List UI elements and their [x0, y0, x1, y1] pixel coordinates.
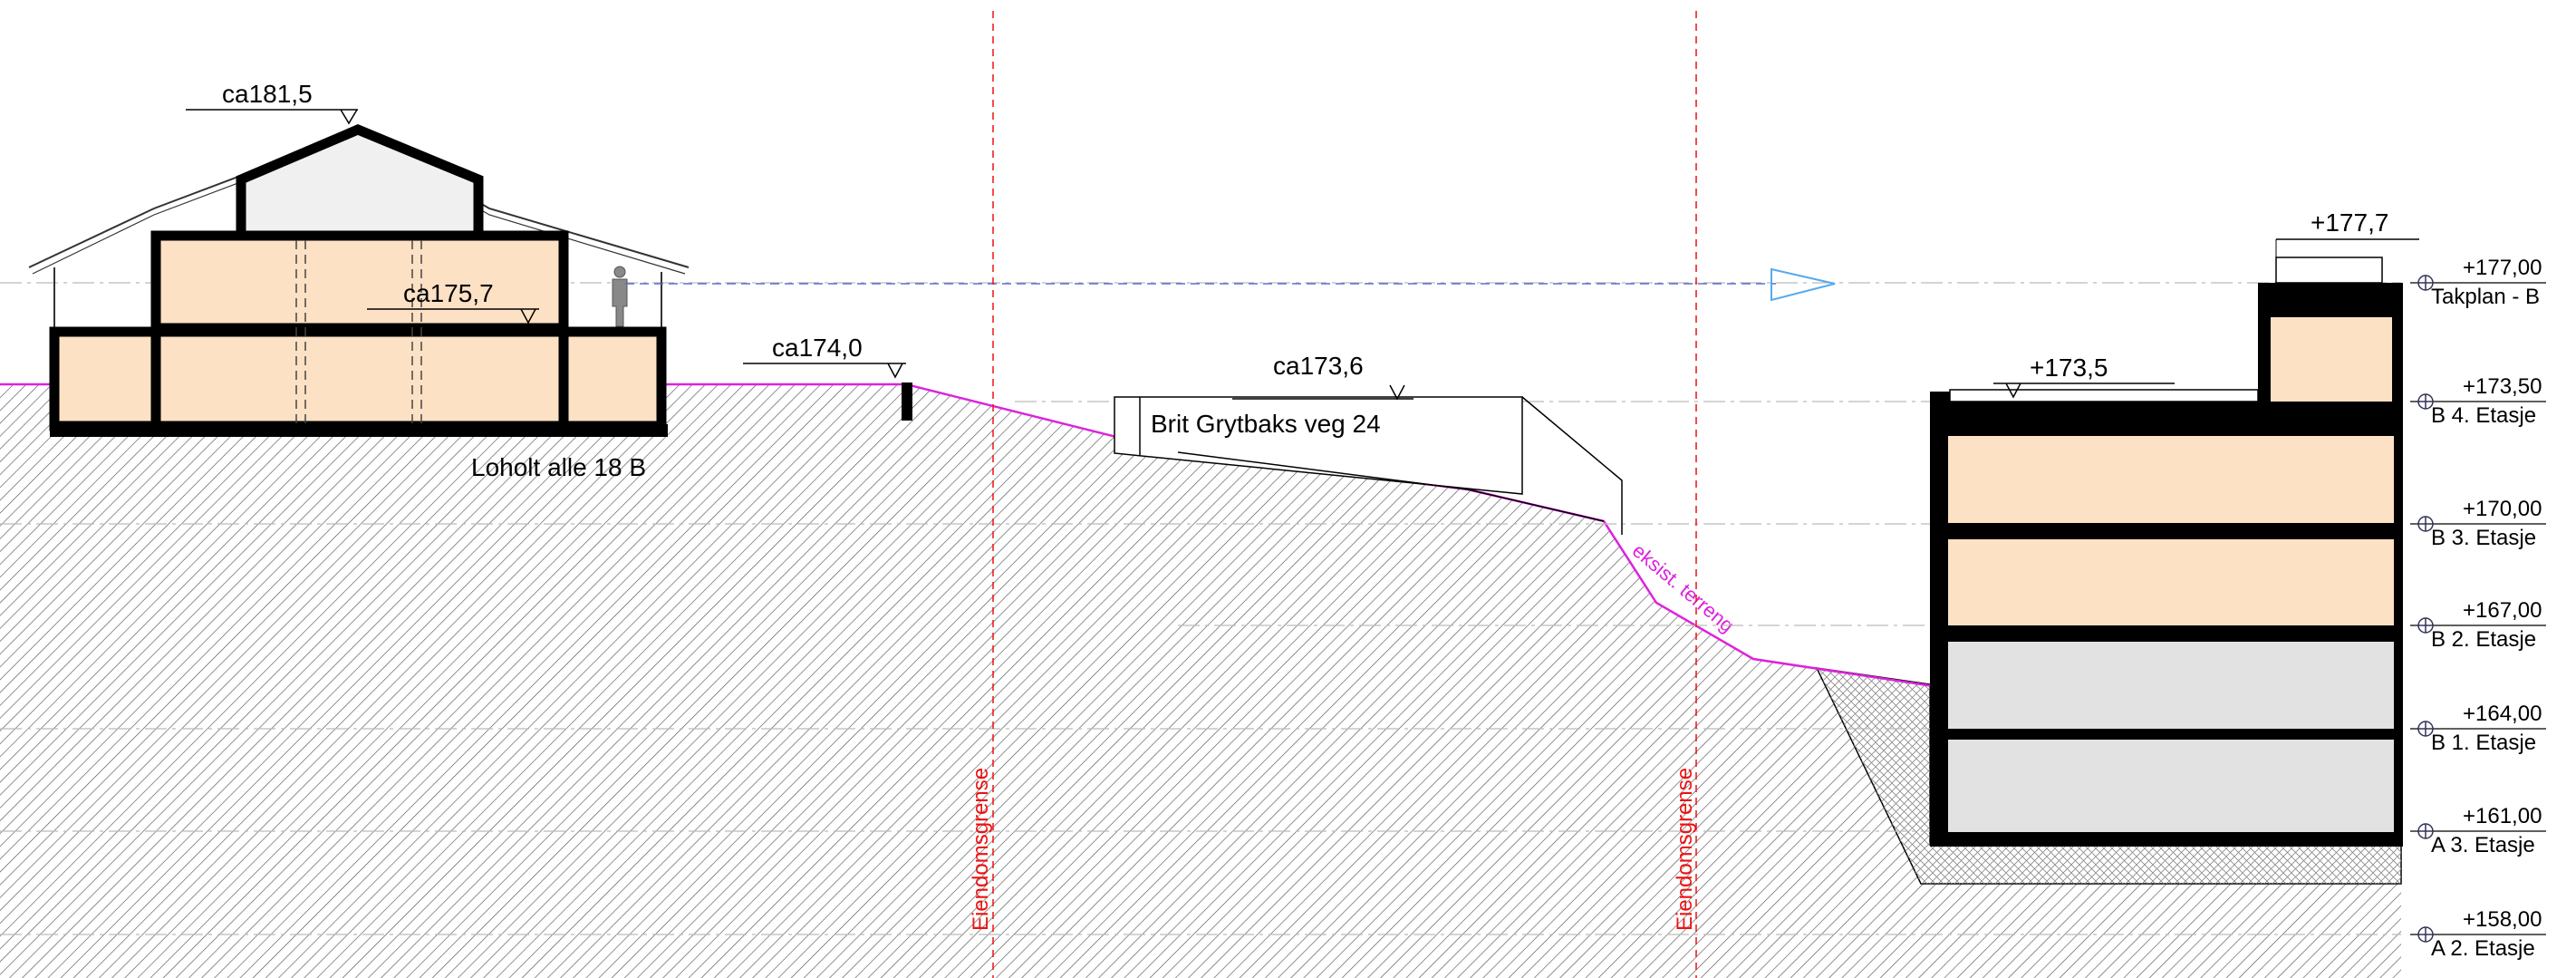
level-value: +161,00	[2463, 804, 2542, 828]
terrace-level-label: +173,5	[2030, 353, 2108, 382]
level-tags: +177,00 Takplan - B +173,50 B 4. Etasje …	[2410, 256, 2546, 961]
level-name: Takplan - B	[2431, 285, 2540, 309]
roofbox-level-label: +177,7	[2311, 208, 2388, 237]
level-value: +158,00	[2463, 907, 2542, 932]
building-name-brit: Brit Grytbaks veg 24	[1151, 410, 1381, 438]
level-name: B 4. Etasje	[2431, 403, 2536, 428]
level-name: B 1. Etasje	[2431, 731, 2536, 755]
ground-section	[0, 384, 2401, 978]
level-marker-floor: ca175,7	[367, 279, 539, 324]
level-name: A 2. Etasje	[2431, 936, 2535, 961]
floor-level-label: ca175,7	[403, 279, 494, 307]
level-tag: +173,50 B 4. Etasje	[2410, 374, 2546, 428]
level-value: +167,00	[2463, 598, 2542, 623]
backfill-hatch	[1817, 668, 2401, 884]
level-marker-terrace: +173,5	[1993, 353, 2175, 399]
level-tag: +170,00 B 3. Etasje	[2410, 497, 2546, 550]
building-name-loholt: Loholt alle 18 B	[471, 453, 646, 481]
level-marker-roofbox: +177,7	[2275, 208, 2419, 257]
building-b	[1930, 257, 2403, 847]
level-tag: +177,00 Takplan - B	[2410, 256, 2546, 309]
level-name: A 3. Etasje	[2431, 833, 2535, 857]
building-brit-grytbaks	[1114, 396, 1623, 535]
wall-level-label: ca174,0	[772, 334, 863, 362]
ridge-level-label: ca181,5	[222, 80, 313, 108]
level-value: +164,00	[2463, 702, 2542, 726]
middle-level-label: ca173,6	[1273, 352, 1364, 380]
property-lines	[992, 11, 1697, 978]
sightline-arrow	[1770, 267, 1836, 302]
level-name: B 2. Etasje	[2431, 627, 2536, 652]
person-figure	[612, 266, 628, 327]
level-name: B 3. Etasje	[2431, 526, 2536, 550]
level-tag: +167,00 B 2. Etasje	[2410, 598, 2546, 652]
level-tag: +161,00 A 3. Etasje	[2410, 804, 2546, 857]
level-tag: +158,00 A 2. Etasje	[2410, 907, 2546, 961]
level-tag: +164,00 B 1. Etasje	[2410, 702, 2546, 755]
level-marker-ridge: ca181,5	[186, 80, 358, 125]
level-value: +173,50	[2463, 374, 2542, 399]
retaining-wall	[902, 382, 912, 421]
level-marker-middle: ca173,6	[1232, 352, 1413, 401]
level-value: +170,00	[2463, 497, 2542, 521]
property-line-label-1: Eiendomsgrense	[969, 768, 993, 931]
house-loholt	[28, 124, 690, 437]
level-marker-wall: ca174,0	[743, 334, 906, 379]
property-line-label-2: Eiendomsgrense	[1673, 768, 1697, 931]
level-value: +177,00	[2463, 256, 2542, 280]
